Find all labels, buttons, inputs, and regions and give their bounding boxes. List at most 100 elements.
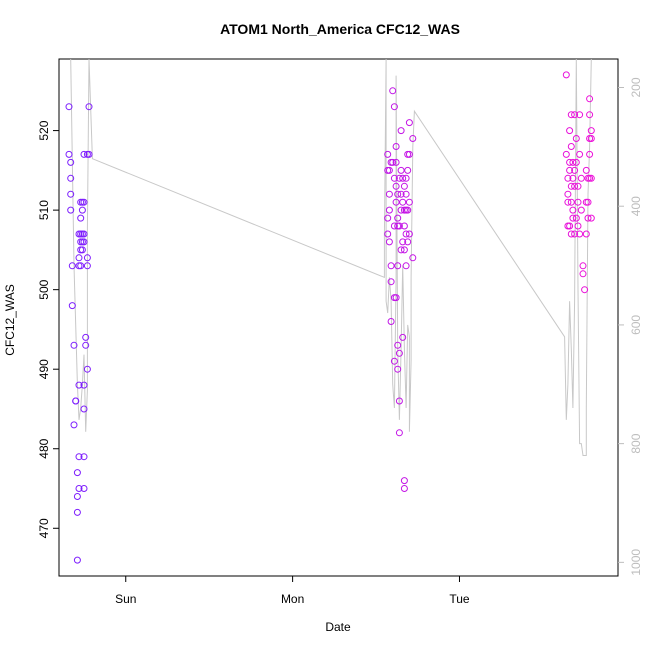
data-point-1-64 (409, 254, 417, 262)
data-point-1-71 (566, 127, 574, 135)
data-point-1-49 (400, 246, 408, 254)
x-tick-label-2: Tue (449, 592, 470, 606)
data-point-1-85 (571, 166, 579, 174)
data-point-1-73 (566, 166, 574, 174)
data-point-1-107 (584, 214, 592, 222)
data-point-1-99 (579, 262, 587, 270)
data-point-0-0 (65, 103, 73, 111)
data-point-1-95 (576, 150, 584, 158)
data-point-1-7 (385, 238, 393, 246)
data-point-1-20 (392, 158, 400, 166)
data-point-0-42 (82, 333, 90, 341)
data-point-1-78 (567, 198, 575, 206)
data-point-1-94 (576, 111, 584, 119)
data-point-1-13 (389, 158, 397, 166)
data-point-1-91 (574, 198, 582, 206)
data-point-1-18 (390, 357, 398, 365)
data-point-1-98 (577, 206, 585, 214)
data-point-0-2 (67, 158, 75, 166)
data-point-1-54 (402, 262, 410, 270)
data-point-1-92 (574, 182, 582, 190)
data-point-1-76 (567, 143, 575, 150)
data-point-0-20 (75, 453, 83, 461)
data-point-1-81 (569, 174, 577, 182)
data-point-1-111 (586, 150, 594, 158)
data-point-0-17 (75, 254, 83, 262)
y-tick-label-1: 480 (37, 438, 51, 458)
data-point-1-3 (384, 230, 392, 238)
data-point-1-84 (571, 111, 579, 119)
data-point-1-108 (586, 95, 594, 103)
data-point-0-27 (77, 262, 85, 270)
data-point-0-19 (75, 381, 83, 389)
data-point-1-83 (569, 214, 577, 222)
data-point-1-16 (390, 222, 398, 230)
data-point-1-86 (571, 182, 579, 190)
data-point-1-96 (576, 230, 584, 238)
data-point-0-41 (82, 341, 90, 349)
data-point-1-33 (395, 429, 403, 437)
data-points-layer (65, 71, 595, 564)
data-point-0-21 (75, 485, 83, 492)
data-point-1-79 (567, 230, 575, 238)
data-point-0-36 (80, 230, 88, 238)
data-point-0-34 (80, 198, 88, 206)
data-point-1-36 (397, 166, 405, 174)
data-point-1-74 (566, 222, 574, 230)
y2-tick-label-2: 600 (629, 315, 643, 335)
data-point-1-11 (387, 318, 395, 325)
data-point-1-67 (564, 174, 572, 182)
data-point-1-42 (399, 238, 407, 246)
y-axis-title: CFC12_WAS (3, 284, 17, 356)
data-point-1-62 (405, 198, 413, 206)
data-point-1-101 (581, 286, 589, 294)
data-point-0-9 (70, 421, 78, 429)
data-point-0-45 (83, 262, 91, 270)
data-point-0-39 (80, 453, 88, 461)
data-point-1-44 (400, 477, 408, 485)
data-point-0-6 (68, 262, 76, 270)
data-point-1-4 (385, 166, 393, 174)
data-point-0-30 (78, 246, 86, 254)
data-point-1-114 (587, 135, 595, 142)
data-point-0-1 (65, 150, 73, 158)
data-point-1-57 (404, 238, 412, 246)
data-point-1-12 (389, 87, 397, 95)
data-point-0-8 (70, 341, 78, 349)
data-point-1-46 (400, 182, 408, 190)
data-point-1-2 (384, 214, 392, 222)
data-point-1-43 (399, 333, 407, 341)
data-point-1-34 (395, 349, 403, 357)
data-point-0-47 (85, 103, 93, 111)
data-point-1-15 (390, 174, 398, 182)
data-point-1-14 (390, 103, 398, 111)
data-point-1-31 (395, 222, 403, 230)
data-point-1-9 (387, 262, 395, 270)
data-point-0-40 (80, 485, 88, 492)
data-point-1-40 (399, 174, 407, 182)
secondary-y-axis: 200 400 600 800 1000 (618, 77, 643, 576)
data-point-1-10 (387, 278, 395, 286)
data-point-1-82 (569, 206, 577, 214)
data-point-1-63 (409, 135, 417, 142)
y-axis: 470 480 490 500 510 520 (37, 120, 59, 538)
data-point-0-12 (73, 469, 81, 477)
data-point-1-30 (395, 174, 403, 182)
data-point-1-59 (405, 119, 413, 127)
data-point-1-21 (392, 182, 400, 190)
data-point-1-27 (394, 262, 402, 270)
data-point-1-97 (577, 174, 585, 182)
x-tick-label-1: Mon (281, 592, 304, 606)
data-point-1-77 (567, 182, 575, 190)
data-point-1-41 (399, 198, 407, 206)
data-point-1-113 (587, 127, 595, 135)
x-tick-label-0: Sun (115, 592, 136, 606)
data-point-1-109 (586, 111, 594, 119)
data-point-0-11 (72, 397, 80, 405)
data-point-1-55 (404, 166, 412, 174)
data-point-1-68 (564, 190, 572, 198)
chart-title: ATOM1 North_America CFC12_WAS (220, 21, 460, 37)
data-point-0-33 (80, 150, 88, 158)
data-point-1-56 (404, 206, 412, 214)
